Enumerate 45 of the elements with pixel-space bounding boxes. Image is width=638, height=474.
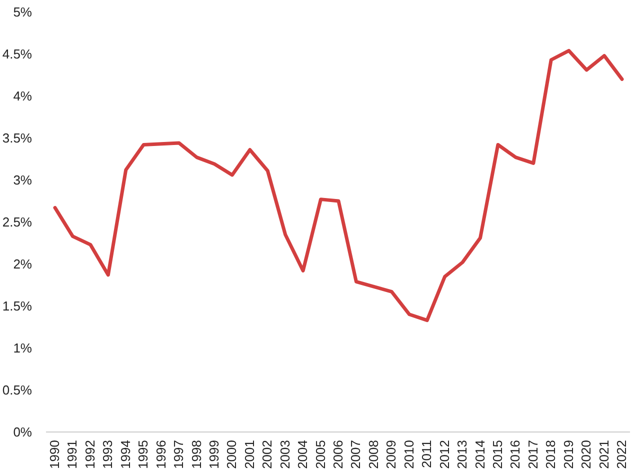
x-tick-label: 2007 — [348, 440, 364, 469]
line-series — [53, 48, 624, 322]
y-tick-label: 2.5% — [2, 214, 32, 230]
x-tick-label: 1994 — [118, 440, 133, 469]
y-tick-label: 3.5% — [2, 130, 32, 146]
x-tick-label: 2014 — [472, 440, 488, 469]
x-tick-label: 2018 — [543, 440, 558, 469]
x-tick-label: 2010 — [401, 440, 416, 469]
x-tick-label: 1999 — [206, 440, 222, 469]
x-tick-label: 2020 — [578, 440, 594, 469]
x-tick-label: 2000 — [224, 440, 240, 469]
x-tick-label: 2021 — [596, 440, 612, 469]
x-tick-label: 1993 — [100, 440, 116, 469]
x-tick-label: 2003 — [277, 440, 292, 469]
x-tick-label: 1996 — [153, 440, 168, 469]
x-tick-label: 1998 — [188, 440, 204, 469]
x-tick-label: 2006 — [330, 440, 346, 469]
y-tick-label: 1.5% — [2, 298, 32, 314]
x-tick-label: 1990 — [47, 440, 62, 469]
x-tick-label: 2012 — [436, 440, 452, 469]
x-tick-label: 2005 — [312, 440, 328, 469]
y-tick-label: 3% — [13, 172, 32, 188]
y-tick-label: 2% — [13, 256, 32, 272]
x-tick-label: 1991 — [64, 440, 80, 469]
x-tick-label: 2013 — [454, 440, 470, 469]
y-tick-label: 4% — [13, 88, 32, 104]
y-tick-label: 5% — [13, 4, 32, 20]
x-tick-label: 2022 — [614, 440, 629, 469]
x-tick-label: 2008 — [366, 440, 381, 469]
y-tick-label: 0% — [13, 424, 32, 440]
x-tick-label: 1992 — [82, 440, 98, 469]
x-tick-label: 2004 — [295, 440, 310, 469]
x-tick-label: 1997 — [171, 440, 186, 469]
y-tick-label: 4.5% — [2, 46, 32, 62]
x-tick-label: 2001 — [242, 440, 257, 469]
x-tick-label: 2015 — [490, 440, 505, 469]
x-tick-label: 2016 — [508, 440, 523, 469]
x-tick-label: 1995 — [136, 440, 151, 469]
x-tick-label: 2009 — [384, 440, 399, 469]
x-tick-label: 2002 — [260, 440, 275, 469]
y-tick-label: 0.5% — [2, 382, 32, 398]
x-tick-label: 2017 — [525, 440, 540, 469]
y-tick-label: 1% — [13, 340, 32, 356]
x-tick-label: 2019 — [560, 440, 576, 469]
x-tick-label: 2011 — [419, 440, 434, 468]
